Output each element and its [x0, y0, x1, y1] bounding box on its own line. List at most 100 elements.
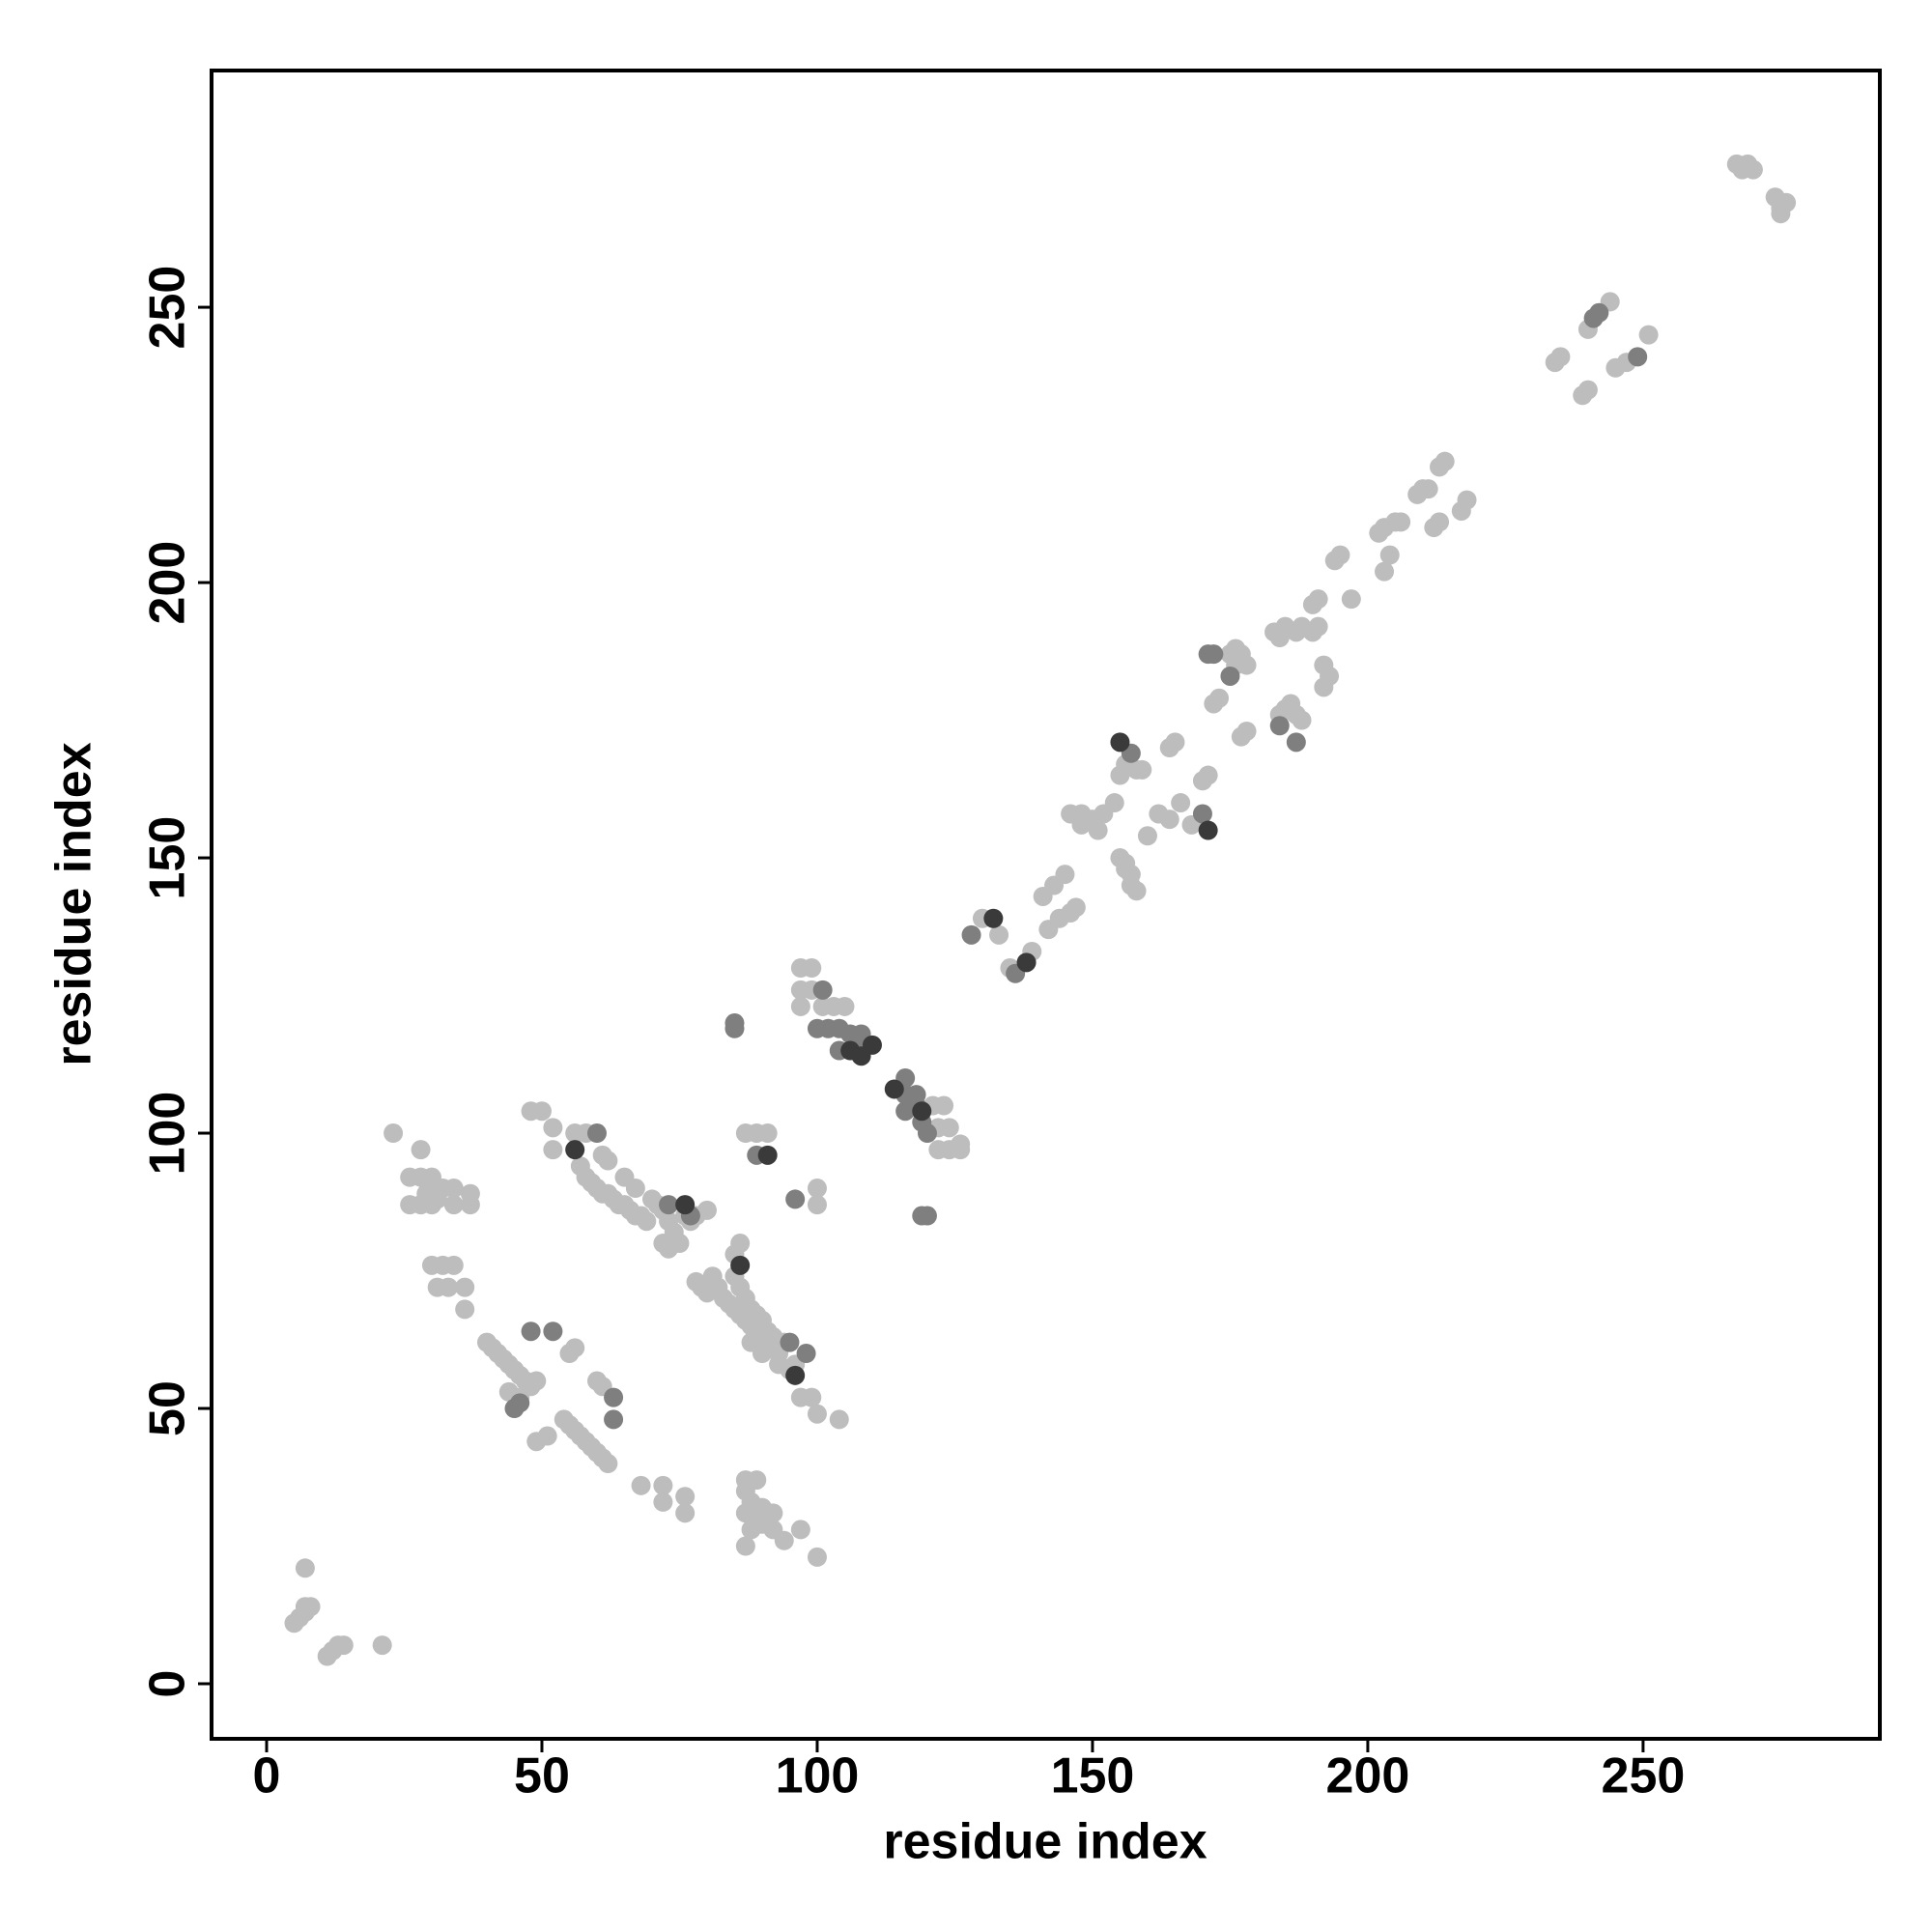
point	[696, 1200, 717, 1220]
point	[411, 1140, 431, 1160]
point	[1192, 804, 1212, 824]
point	[1314, 655, 1334, 675]
point	[604, 1387, 624, 1407]
point	[460, 1195, 480, 1215]
point	[675, 1487, 696, 1507]
point	[730, 1255, 751, 1275]
point	[653, 1475, 673, 1495]
point	[604, 1409, 624, 1430]
point	[934, 1095, 954, 1116]
x-tick-label: 100	[776, 1748, 860, 1804]
point	[1308, 616, 1328, 637]
point	[730, 1234, 751, 1254]
point	[439, 1277, 459, 1297]
point	[774, 1530, 794, 1550]
x-tick-label: 250	[1602, 1748, 1686, 1804]
point	[961, 924, 981, 945]
point	[917, 1123, 937, 1144]
point	[565, 1338, 585, 1358]
point	[333, 1635, 354, 1656]
point	[1379, 545, 1400, 565]
point	[757, 1123, 778, 1144]
point	[300, 1597, 321, 1617]
point	[1137, 826, 1157, 846]
point	[983, 908, 1004, 928]
point	[372, 1635, 392, 1656]
x-tick-label: 150	[1051, 1748, 1135, 1804]
x-tick-label: 0	[253, 1748, 281, 1804]
point	[598, 1454, 618, 1474]
point	[1743, 159, 1763, 180]
point	[939, 1118, 959, 1138]
point	[724, 1018, 745, 1038]
point	[1628, 347, 1648, 367]
point	[796, 1344, 816, 1364]
point	[951, 1140, 971, 1160]
point	[1204, 644, 1224, 665]
point	[586, 1123, 607, 1144]
point	[659, 1195, 679, 1215]
point	[531, 1101, 552, 1122]
point	[1269, 716, 1290, 736]
point	[637, 1211, 657, 1232]
y-tick-label: 200	[140, 541, 196, 625]
y-tick-label: 250	[140, 266, 196, 350]
point	[1236, 721, 1257, 741]
point	[1589, 302, 1609, 323]
x-axis-title: residue index	[883, 1814, 1207, 1870]
point	[521, 1321, 541, 1342]
point	[735, 1536, 755, 1556]
point	[807, 1195, 827, 1215]
point	[780, 1332, 800, 1352]
y-tick-label: 50	[140, 1380, 196, 1436]
point	[653, 1492, 673, 1512]
point	[455, 1277, 475, 1297]
point	[631, 1475, 651, 1495]
point	[785, 1189, 806, 1209]
point	[565, 1123, 585, 1144]
point	[625, 1179, 645, 1199]
point	[543, 1118, 563, 1138]
point	[1198, 765, 1218, 785]
point	[543, 1140, 563, 1160]
point	[785, 1365, 806, 1385]
y-tick-label: 100	[140, 1092, 196, 1176]
point	[1236, 655, 1257, 675]
y-tick-label: 150	[140, 816, 196, 900]
point	[807, 1179, 827, 1199]
point	[884, 1079, 904, 1099]
point	[790, 996, 810, 1016]
point	[912, 1101, 932, 1122]
point	[802, 1387, 822, 1407]
point	[1308, 589, 1328, 610]
point	[659, 1238, 679, 1259]
point	[812, 980, 833, 1000]
point	[1171, 793, 1191, 813]
point	[741, 1332, 761, 1352]
point	[675, 1503, 696, 1523]
point	[1638, 325, 1659, 345]
point	[443, 1179, 464, 1199]
point	[829, 1409, 849, 1430]
point	[1391, 512, 1411, 532]
point	[1132, 759, 1152, 780]
point	[443, 1255, 464, 1275]
point	[1341, 589, 1361, 610]
point	[1110, 732, 1130, 753]
point	[565, 1140, 585, 1160]
point	[1198, 820, 1218, 840]
point	[1104, 793, 1124, 813]
point	[1330, 545, 1350, 565]
point	[1457, 490, 1477, 510]
point	[1116, 859, 1136, 879]
point	[675, 1195, 696, 1215]
point	[421, 1195, 441, 1215]
point	[835, 996, 855, 1016]
point	[1286, 732, 1306, 753]
point	[1418, 479, 1438, 499]
point	[862, 1035, 882, 1055]
plot-frame	[210, 69, 1882, 1741]
x-tick-label: 50	[514, 1748, 570, 1804]
